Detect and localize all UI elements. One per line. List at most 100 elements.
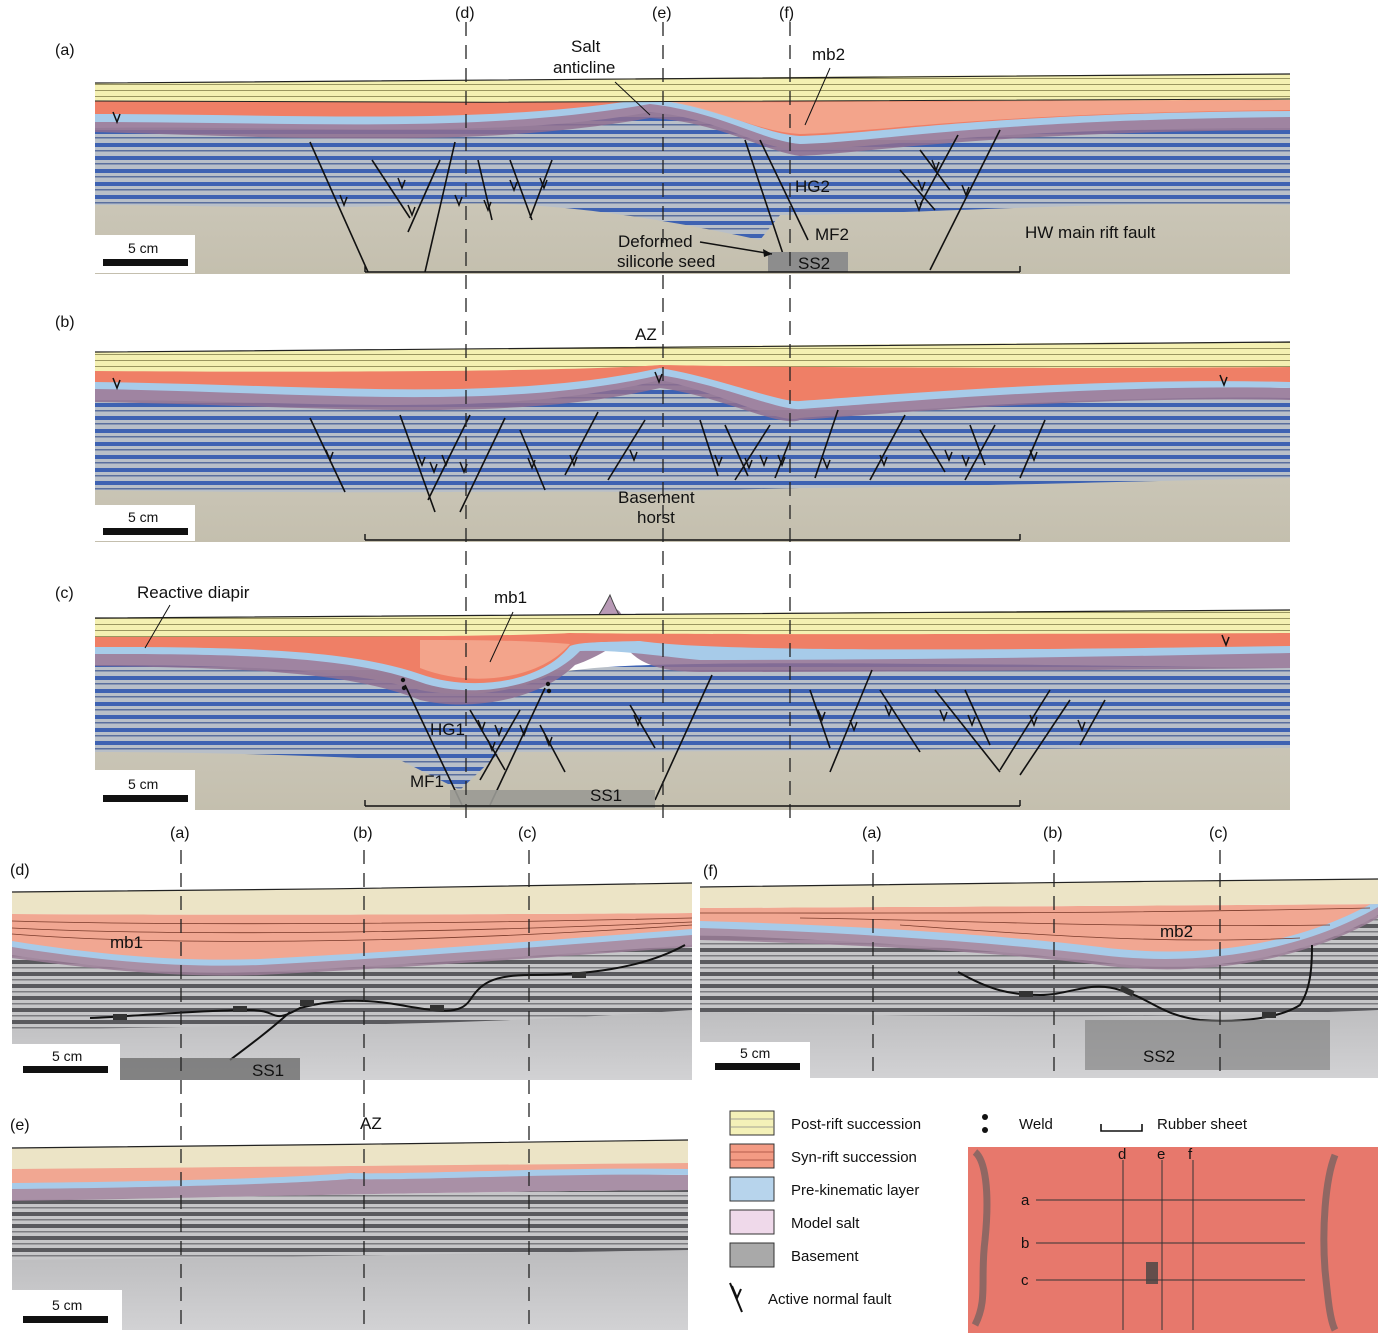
- label-az-b: AZ: [635, 325, 657, 344]
- legend-swatch-synrift: [729, 1143, 775, 1169]
- panel-c-mb1: [420, 640, 570, 679]
- section-lines-left: [180, 850, 530, 1330]
- panel-c: 5 cm (c) Reactive diapir mb1 HG1 MF1 SS1: [55, 583, 1291, 810]
- label-hg2: HG2: [795, 177, 830, 196]
- map-row-b: b: [1021, 1235, 1029, 1252]
- panel-b-salt: [95, 372, 1290, 422]
- right-section-label-c: (c): [1209, 825, 1228, 842]
- panel-c-fault-arrows: [477, 634, 1230, 753]
- map-row-c: c: [1021, 1272, 1029, 1289]
- panel-d-weld-marks: [113, 972, 586, 1020]
- panel-e-scale-box: [12, 1290, 122, 1330]
- panel-f-letter: (f): [703, 863, 718, 880]
- legend-label-synrift: Syn-rift succession: [791, 1149, 917, 1166]
- panel-b-scale-label: 5 cm: [128, 509, 158, 525]
- map-right-edge: [1320, 1153, 1339, 1332]
- legend-label-postrift: Post-rift succession: [791, 1116, 921, 1133]
- legend-label-weld: Weld: [1019, 1116, 1053, 1133]
- label-ss2-f: SS2: [1143, 1047, 1175, 1066]
- panel-a-salt: [95, 102, 1290, 156]
- legend-label-salt: Model salt: [791, 1215, 860, 1232]
- label-mb2-a: mb2: [812, 45, 845, 64]
- section-label-f: (f): [779, 5, 794, 22]
- panel-d-scale-box: [12, 1044, 120, 1080]
- map-row-a: a: [1021, 1192, 1030, 1209]
- label-mf2: MF2: [815, 225, 849, 244]
- label-horst: horst: [637, 508, 675, 527]
- panel-f-prekin: [700, 899, 1378, 959]
- label-hg1: HG1: [430, 720, 465, 739]
- panel-c-prekin: [95, 640, 1290, 691]
- section-lines-top: [465, 22, 791, 820]
- panel-e-basement-layers: [12, 1190, 688, 1260]
- panel-e-scalebar: [23, 1316, 108, 1323]
- map-view: d e f a b c: [968, 1146, 1378, 1333]
- panel-b-faults: [309, 409, 1046, 513]
- panel-c-faults: [404, 669, 1106, 806]
- map-left-edge: [971, 1149, 991, 1327]
- label-mf1: MF1: [410, 772, 444, 791]
- left-section-label-b: (b): [353, 825, 373, 842]
- map-grid: [1036, 1160, 1305, 1330]
- panel-b-letter: (b): [55, 314, 75, 331]
- label-anticline: anticline: [553, 58, 615, 77]
- panel-a-fault-arrows: [112, 111, 970, 218]
- label-mb1-c: mb1: [494, 588, 527, 607]
- panel-d-prekin: [12, 928, 692, 966]
- label-deformed: Deformed: [618, 232, 693, 251]
- panel-a-mb2: [670, 100, 1290, 134]
- label-ss1-d: SS1: [252, 1061, 284, 1080]
- panel-a-faults: [309, 129, 1001, 273]
- section-label-d: (d): [455, 5, 475, 22]
- map-col-f: f: [1188, 1146, 1193, 1163]
- legend-swatch-prekin: [729, 1176, 775, 1202]
- panel-e-scale-label: 5 cm: [52, 1297, 82, 1313]
- panel-c-letter: (c): [55, 585, 74, 602]
- panel-d-basement-layers: [12, 945, 692, 1030]
- panel-d-letter: (d): [10, 862, 30, 879]
- weld-icon-top: [982, 1114, 988, 1120]
- map-col-e: e: [1157, 1146, 1165, 1163]
- panel-a-scale-box: [95, 235, 195, 273]
- panel-f: 5 cm (f) mb2 SS2: [699, 863, 1378, 1078]
- panel-d-scalebar: [23, 1066, 108, 1073]
- label-basement: Basement: [618, 488, 695, 507]
- panel-c-scalebar: [103, 795, 188, 802]
- map-background: [968, 1147, 1378, 1333]
- panel-a: 5 cm (a) Salt anticline mb2 HG2 MF2 SS2 …: [55, 37, 1291, 274]
- panel-a-scalebar: [103, 259, 188, 266]
- legend-swatch-postrift: [729, 1110, 775, 1136]
- label-reactive-diapir: Reactive diapir: [137, 583, 250, 602]
- panel-f-basement-layers: [700, 915, 1378, 1017]
- legend-label-rubber: Rubber sheet: [1157, 1116, 1248, 1133]
- rubber-sheet-icon: [1100, 1124, 1143, 1132]
- fault-icon: [729, 1282, 743, 1313]
- panel-a-seed: [768, 252, 848, 272]
- label-hw-fault: HW main rift fault: [1025, 223, 1156, 242]
- panel-a-scale-label: 5 cm: [128, 240, 158, 256]
- panel-e-letter: (e): [10, 1117, 30, 1134]
- left-section-label-a: (a): [170, 825, 190, 842]
- panel-f-weld-marks: [1019, 985, 1276, 1018]
- panel-c-salt: [95, 608, 1290, 705]
- panel-c-scale-label: 5 cm: [128, 776, 158, 792]
- legend-label-fault: Active normal fault: [768, 1291, 892, 1308]
- panel-d-salt: [12, 934, 692, 976]
- panel-a-letter: (a): [55, 42, 75, 59]
- panel-e: 5 cm (e) AZ: [10, 1114, 689, 1330]
- right-section-label-b: (b): [1043, 825, 1063, 842]
- panel-d-synrift: [12, 913, 692, 960]
- legend-swatch-salt: [729, 1209, 775, 1235]
- panel-f-postrift: [700, 879, 1378, 908]
- panel-a-basement-layers: [95, 112, 1290, 240]
- legend: Post-rift succession Syn-rift succession…: [729, 1110, 1248, 1313]
- panel-f-scalebar: [715, 1063, 800, 1070]
- panel-d-scale-label: 5 cm: [52, 1048, 82, 1064]
- legend-label-prekin: Pre-kinematic layer: [791, 1182, 919, 1199]
- panel-d-seed: [110, 1058, 300, 1080]
- map-col-d: d: [1118, 1146, 1126, 1163]
- panel-b-synrift: [95, 364, 1290, 402]
- panel-f-seed: [1085, 1020, 1330, 1070]
- label-az-e: AZ: [360, 1114, 382, 1133]
